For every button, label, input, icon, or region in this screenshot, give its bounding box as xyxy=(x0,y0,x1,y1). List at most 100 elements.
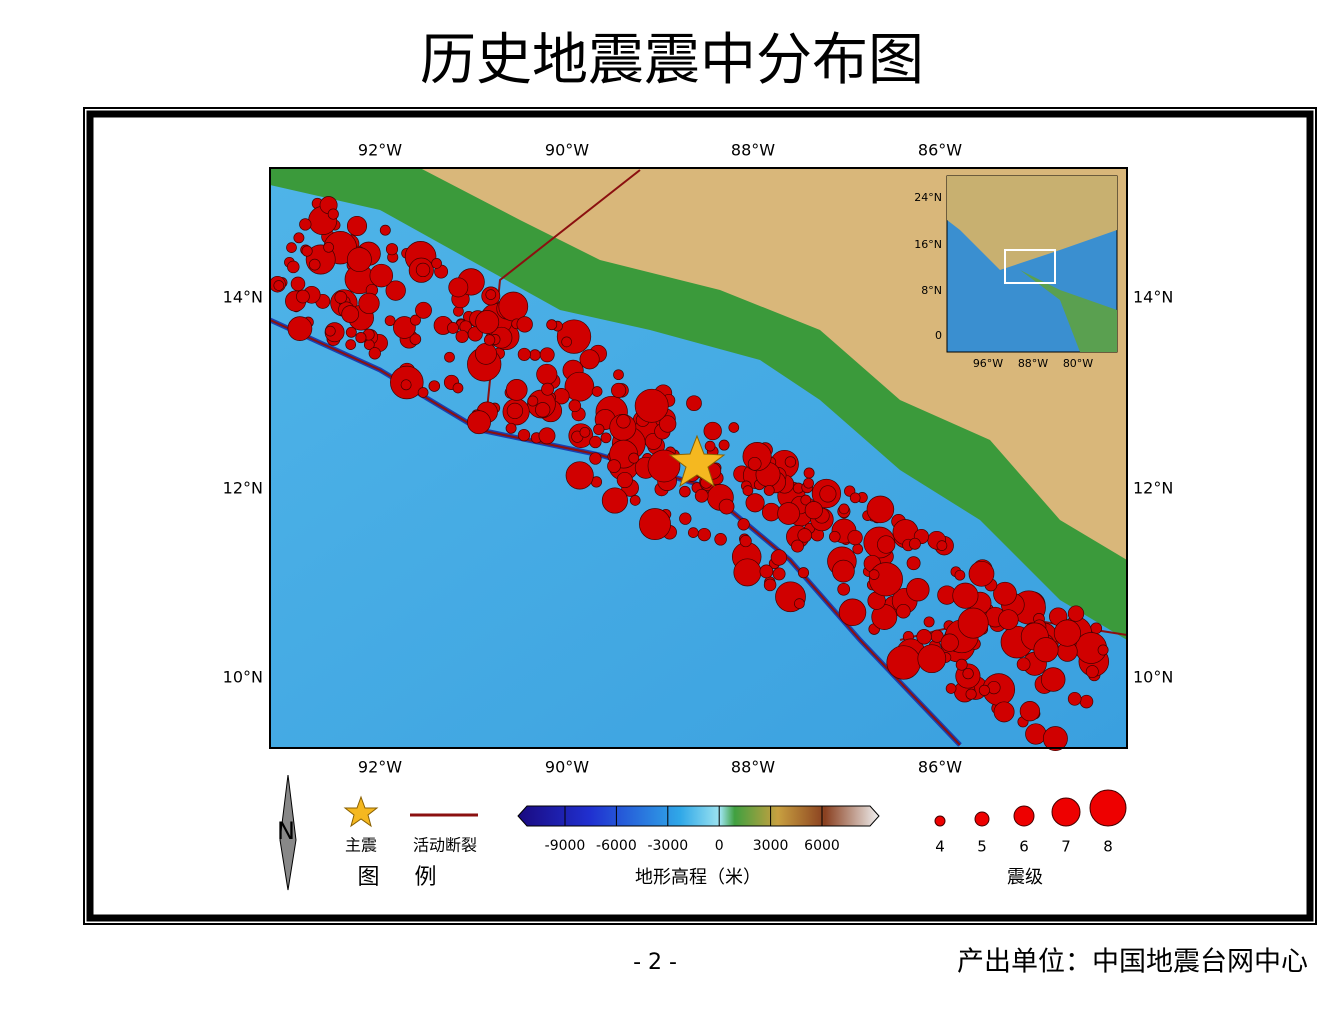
quake-dot xyxy=(968,560,995,587)
quake-dot xyxy=(601,487,628,514)
lon-label: 88°W xyxy=(731,758,775,777)
quake-dot xyxy=(565,461,594,490)
magnitude-symbol xyxy=(1051,797,1081,827)
quake-dot xyxy=(358,292,380,315)
quake-dot xyxy=(993,701,1015,723)
quake-dot xyxy=(431,258,442,269)
quake-dot xyxy=(954,569,966,581)
quake-dot xyxy=(334,291,348,304)
producer: 产出单位：中国地震台网中心 xyxy=(957,947,1308,978)
magnitude-label: 8 xyxy=(1103,838,1113,856)
quake-dot xyxy=(384,315,396,327)
quake-dot xyxy=(906,578,930,602)
quake-dot xyxy=(770,549,788,566)
quake-dot xyxy=(957,607,989,639)
quake-dot xyxy=(703,421,722,441)
quake-dot xyxy=(410,314,421,326)
quake-dot xyxy=(742,485,754,496)
quake-dot xyxy=(852,543,864,555)
quake-dot xyxy=(616,414,631,429)
quake-dot xyxy=(323,241,334,253)
inset-lat-label: 24°N xyxy=(914,191,942,204)
quake-dot xyxy=(936,540,948,551)
quake-dot xyxy=(324,325,336,337)
lon-label: 90°W xyxy=(545,758,589,777)
colorbar-tick-label: 0 xyxy=(715,838,724,854)
quake-dot xyxy=(803,477,814,489)
colorbar xyxy=(517,805,880,827)
colorbar-tick-label: -6000 xyxy=(596,838,637,854)
quake-dot xyxy=(546,319,558,331)
magnitude-symbol xyxy=(974,811,990,827)
quake-dot xyxy=(906,556,921,571)
quake-dot xyxy=(611,382,627,398)
inset-land xyxy=(1020,270,1117,352)
quake-dot xyxy=(467,410,491,435)
quake-dot xyxy=(301,245,313,257)
quake-dot xyxy=(759,564,774,579)
quake-dot xyxy=(385,243,399,256)
lon-label: 86°W xyxy=(918,141,962,160)
quake-dot xyxy=(483,334,496,346)
magnitude-label: 5 xyxy=(977,838,987,856)
quake-dot xyxy=(589,435,602,449)
quake-dot xyxy=(747,456,762,471)
quake-dot xyxy=(455,329,469,343)
quake-dot xyxy=(679,485,691,498)
quake-dot xyxy=(993,581,1017,606)
quake-dot xyxy=(647,449,681,483)
quake-dot xyxy=(1067,691,1082,706)
quake-dot xyxy=(428,380,441,392)
page-number: - 2 - xyxy=(633,950,677,975)
magnitude-label: 7 xyxy=(1061,838,1071,856)
quake-dot xyxy=(286,242,297,253)
quake-dot xyxy=(955,658,968,671)
quake-dot xyxy=(978,684,990,696)
quake-dot xyxy=(679,512,692,525)
magnitude-title: 震级 xyxy=(1007,867,1043,888)
quake-dot xyxy=(923,616,935,628)
lon-label: 88°W xyxy=(731,141,775,160)
quake-dot xyxy=(564,371,595,402)
quake-dot xyxy=(1025,723,1047,745)
mainshock-star xyxy=(668,434,726,488)
quake-dot xyxy=(345,339,357,350)
quake-dot xyxy=(847,529,863,546)
quake-dot xyxy=(287,260,300,274)
quake-dot xyxy=(896,603,911,619)
quake-dot xyxy=(659,415,677,433)
colorbar-tick-label: 6000 xyxy=(804,838,840,854)
quake-dot xyxy=(838,503,850,515)
quake-dot xyxy=(917,644,947,674)
quake-dot xyxy=(613,369,624,381)
quake-dot xyxy=(290,276,306,292)
quake-dot xyxy=(694,488,709,503)
quake-dot xyxy=(475,310,500,334)
quake-dot xyxy=(1079,694,1094,709)
quake-dot xyxy=(791,539,804,553)
lat-label: 14°N xyxy=(223,288,263,307)
quake-dot xyxy=(593,423,605,436)
quake-dot xyxy=(908,537,921,550)
quake-dot xyxy=(505,379,528,401)
colorbar-title: 地形高程（米） xyxy=(635,867,761,888)
quake-dot xyxy=(728,422,740,433)
inset-lon-label: 80°W xyxy=(1063,357,1093,370)
quake-dot xyxy=(541,382,555,396)
quake-dot xyxy=(536,363,558,385)
quake-dot xyxy=(345,326,357,338)
quake-dot xyxy=(1033,637,1059,663)
quake-dot xyxy=(607,459,621,473)
legend-label: 主震 xyxy=(345,836,377,855)
quake-dot xyxy=(616,471,633,489)
inner-frame xyxy=(86,110,1314,922)
colorbar-tick-label: -9000 xyxy=(545,838,586,854)
quake-dot xyxy=(686,395,702,412)
quake-dot xyxy=(794,598,805,609)
lat-label: 10°N xyxy=(1133,668,1173,687)
quake-dot xyxy=(538,427,556,445)
quake-dot xyxy=(568,399,582,413)
quake-dot xyxy=(417,387,429,398)
quake-dot xyxy=(634,388,669,423)
